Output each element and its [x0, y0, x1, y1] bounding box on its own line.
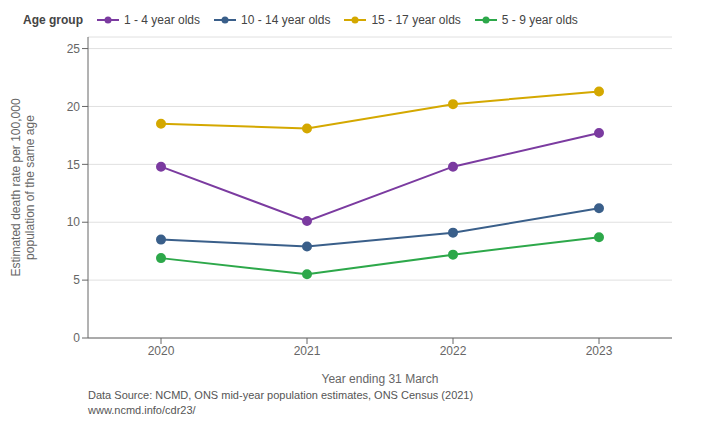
- svg-text:0: 0: [73, 331, 80, 345]
- html-text:Age group: Age group: [23, 13, 83, 27]
- svg-text:15: 15: [67, 158, 81, 172]
- svg-text:25: 25: [67, 42, 81, 56]
- html-text:5 - 9 year olds: 5 - 9 year olds: [501, 13, 578, 27]
- html-text:10 - 14 year olds: 10 - 14 year olds: [241, 13, 331, 27]
- svg-text:10: 10: [67, 215, 81, 229]
- svg-text:2020: 2020: [148, 344, 175, 358]
- svg-text:Estimated death rate per 100,0: Estimated death rate per 100,000populati…: [9, 98, 37, 276]
- svg-text:2021: 2021: [294, 344, 321, 358]
- svg-text:20: 20: [67, 100, 81, 114]
- html-text:15 - 17 year olds: 15 - 17 year olds: [371, 13, 461, 27]
- svg-text:Year ending 31 March: Year ending 31 March: [322, 372, 439, 386]
- html-text:1 - 4 year olds: 1 - 4 year olds: [124, 13, 200, 27]
- html-text:www.ncmd.info/cdr23/: www.ncmd.info/cdr23/: [88, 404, 196, 416]
- html-text:Data Source: NCMD, ONS mid-yea: Data Source: NCMD, ONS mid-year populati…: [88, 389, 474, 401]
- svg-text:2023: 2023: [586, 344, 613, 358]
- svg-text:2022: 2022: [440, 344, 467, 358]
- svg-text:5: 5: [73, 273, 80, 287]
